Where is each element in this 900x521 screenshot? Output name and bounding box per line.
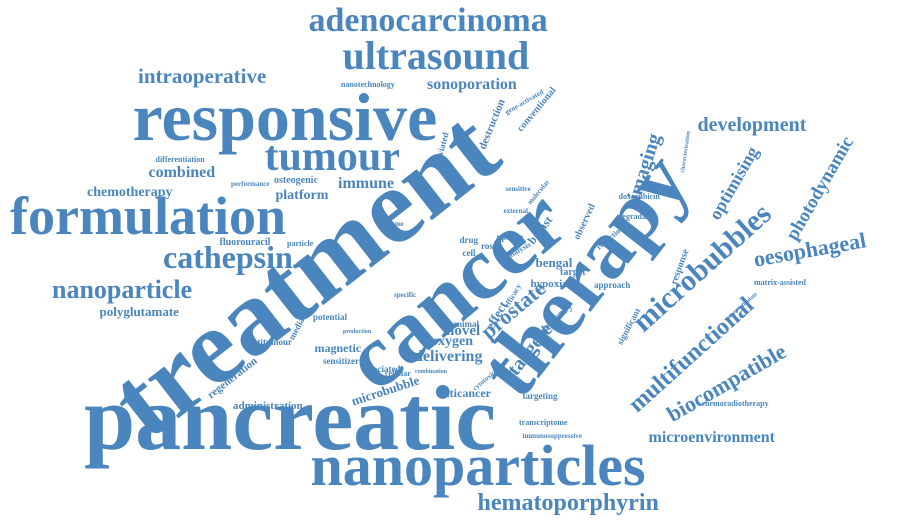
word: magnetic	[314, 341, 362, 355]
word: particle	[287, 239, 314, 248]
word: platform	[275, 188, 329, 203]
word: approach	[594, 279, 631, 290]
word: administration	[233, 399, 303, 412]
word: ultrasound	[342, 33, 530, 78]
word: cellular	[385, 369, 411, 378]
word: photodynamic	[781, 132, 859, 244]
word: performance	[231, 179, 270, 188]
word: sonoporation	[427, 76, 517, 93]
word: oxygen	[431, 334, 473, 349]
word: sensitizer	[323, 355, 359, 366]
word: combination	[415, 369, 448, 375]
word: formulation	[10, 186, 286, 246]
word: chemoradiotherapy	[701, 399, 769, 408]
word: combined	[148, 164, 216, 181]
word: anticancer	[437, 386, 491, 400]
word: specific	[394, 290, 417, 299]
word: sensitive	[505, 184, 531, 193]
word: delivering	[414, 348, 483, 365]
word: drug	[459, 234, 479, 245]
word: characterization	[680, 130, 692, 174]
word: degradable	[618, 212, 657, 221]
word: volume	[382, 219, 404, 228]
word: pancreatic	[84, 367, 497, 469]
word: polyglutamate	[99, 303, 179, 319]
word: immune	[338, 175, 394, 192]
word: development	[697, 114, 807, 136]
word: fluorouracil	[219, 237, 271, 248]
word: tumour	[264, 134, 400, 180]
word: adenocarcinoma	[308, 2, 548, 39]
word: uptake	[496, 231, 524, 242]
word: bengal	[535, 254, 573, 270]
word: cell	[462, 247, 476, 258]
word: transcriptome	[519, 418, 568, 427]
word: differentiation	[155, 155, 205, 164]
word: intraoperative	[138, 63, 267, 88]
word: antitumour	[248, 336, 293, 347]
word: associated	[361, 363, 401, 374]
word: targeting	[522, 390, 558, 401]
word: target	[560, 267, 586, 278]
word: nanoparticle	[52, 275, 193, 304]
word: hypoxia	[530, 277, 568, 290]
word: nanotechnology	[341, 80, 395, 89]
word: animal	[452, 318, 480, 329]
word: novel	[446, 322, 481, 339]
word: hematoporphyrin	[477, 490, 659, 516]
word: nanoparticles	[310, 433, 646, 498]
word: oesophageal	[751, 227, 868, 272]
word: production	[343, 329, 372, 335]
word: destruction	[476, 96, 508, 151]
word: matrix-assisted	[754, 278, 806, 287]
word: osteogenic	[274, 175, 318, 186]
word: cathepsin	[163, 239, 293, 275]
word: external	[503, 206, 529, 215]
word: potential	[313, 311, 348, 322]
word: doxorubicin	[618, 192, 660, 201]
word: chemotherapy	[87, 185, 173, 200]
word: responsive	[132, 79, 438, 155]
word: microenvironment	[648, 429, 776, 446]
word: immunosuppressive	[522, 431, 582, 440]
word: rose	[481, 240, 497, 251]
